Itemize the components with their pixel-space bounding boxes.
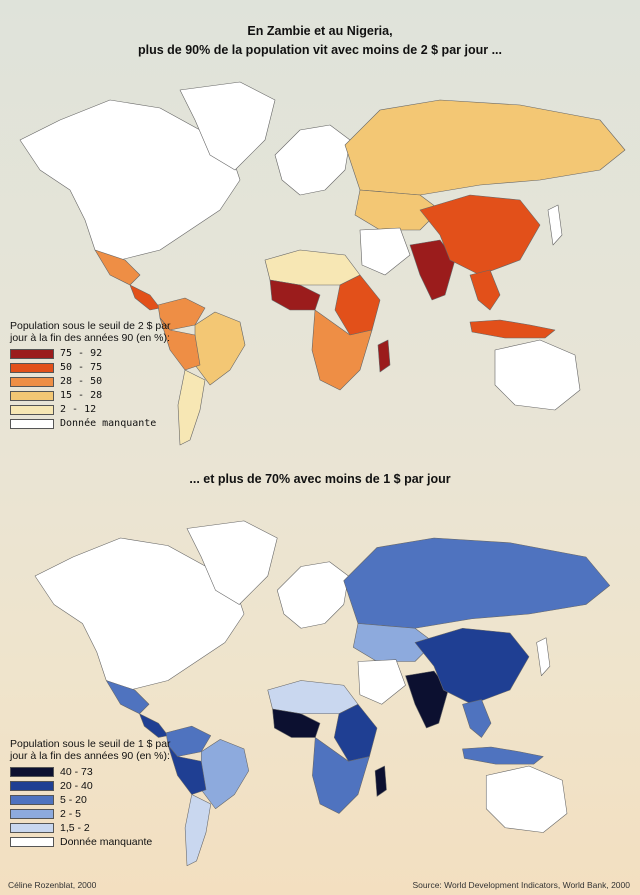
region-east-africa (334, 274, 381, 336)
bottom-legend-label-3: 5 - 20 (60, 794, 87, 806)
bottom-legend-swatch-5 (10, 823, 54, 833)
region-greenland (186, 520, 278, 605)
region-japan (536, 637, 551, 677)
region-brazil (194, 311, 246, 386)
region-australia (485, 765, 568, 833)
top-legend-swatch-5 (10, 405, 54, 415)
region-russia (344, 99, 626, 196)
bottom-legend-label-4: 2 - 5 (60, 808, 82, 820)
bottom-legend-swatch-1 (10, 767, 54, 777)
top-legend-label-4: 15 - 28 (60, 390, 103, 401)
top-legend: Population sous le seuil de 2 $ par jour… (10, 320, 175, 431)
top-legend-title: Population sous le seuil de 2 $ par jour… (10, 320, 171, 344)
top-legend-item-4: 15 - 28 (10, 389, 175, 403)
region-india (409, 239, 456, 301)
region-north-africa (264, 249, 361, 286)
region-indonesia (462, 746, 544, 765)
region-southern-cone (177, 369, 206, 446)
bottom-legend-title: Population sous le seuil de 1 $ par jour… (10, 738, 171, 762)
top-legend-label-5: 2 - 12 (60, 404, 97, 415)
top-legend-item-5: 2 - 12 (10, 403, 175, 417)
region-peru-bolivia (167, 744, 207, 795)
bottom-map-title: ... et plus de 70% avec moins de 1 $ par… (189, 472, 451, 486)
top-legend-swatch-2 (10, 363, 54, 373)
region-central-asia (354, 189, 441, 231)
bottom-legend-item-5: 1,5 - 2 (10, 821, 175, 835)
bottom-legend-label-2: 20 - 40 (60, 780, 93, 792)
region-middle-east (359, 227, 411, 276)
bottom-legend-item-3: 5 - 20 (10, 793, 175, 807)
bottom-legend-item-1: 40 - 73 (10, 765, 175, 779)
bottom-legend-swatch-2 (10, 781, 54, 791)
top-legend-item-3: 28 - 50 (10, 375, 175, 389)
bottom-legend-label-5: 1,5 - 2 (60, 822, 90, 834)
source-note: Source: World Development Indicators, Wo… (412, 880, 631, 890)
region-southern-africa (312, 737, 370, 814)
top-legend-label-3: 28 - 50 (60, 376, 103, 387)
region-india (405, 670, 449, 729)
region-brazil (200, 739, 250, 810)
top-legend-label-6: Donnée manquante (60, 418, 157, 429)
bottom-legend-item-6: Donnée manquante (10, 835, 175, 849)
top-legend-label-2: 50 - 75 (60, 362, 103, 373)
bottom-legend: Population sous le seuil de 1 $ par jour… (10, 738, 175, 849)
region-north-america (19, 99, 241, 261)
top-legend-item-1: 75 - 92 (10, 347, 175, 361)
bottom-legend-label-6: Donnée manquante (60, 836, 153, 848)
bottom-legend-swatch-3 (10, 795, 54, 805)
region-central-america (129, 284, 161, 311)
region-central-asia (352, 623, 435, 662)
top-title-line1: En Zambie et au Nigeria, (247, 24, 393, 38)
top-legend-item-2: 50 - 75 (10, 361, 175, 375)
region-central-america (139, 713, 169, 738)
region-mexico (105, 680, 150, 715)
region-greenland (179, 81, 276, 171)
region-peru-bolivia (159, 317, 201, 371)
region-china (419, 194, 541, 276)
region-europe (276, 561, 349, 629)
bottom-legend-item-4: 2 - 5 (10, 807, 175, 821)
region-southern-africa (311, 309, 373, 391)
author-credit: Céline Rozenblat, 2000 (8, 880, 97, 890)
region-madagascar (377, 339, 391, 373)
top-legend-swatch-3 (10, 377, 54, 387)
region-china (414, 627, 530, 705)
bottom-legend-label-1: 40 - 73 (60, 766, 93, 778)
top-title-line2: plus de 90% de la population vit avec mo… (138, 43, 502, 57)
region-north-africa (267, 680, 359, 715)
region-russia (343, 537, 611, 629)
top-legend-label-1: 75 - 92 (60, 348, 103, 359)
bottom-legend-swatch-6 (10, 837, 54, 847)
region-mexico (94, 249, 141, 286)
region-middle-east (357, 659, 406, 705)
top-world-map (19, 81, 626, 446)
top-legend-swatch-6 (10, 419, 54, 429)
region-southeast-asia (469, 269, 501, 311)
bottom-legend-swatch-4 (10, 809, 54, 819)
bottom-legend-item-2: 20 - 40 (10, 779, 175, 793)
region-southeast-asia (462, 699, 492, 738)
bottom-world-map (34, 520, 611, 867)
top-legend-swatch-4 (10, 391, 54, 401)
top-legend-swatch-1 (10, 349, 54, 359)
region-east-africa (333, 703, 378, 762)
region-australia (494, 339, 581, 411)
region-southern-cone (184, 794, 212, 867)
region-europe (274, 124, 351, 196)
top-legend-item-6: Donnée manquante (10, 417, 175, 431)
region-japan (547, 204, 563, 246)
region-indonesia (469, 319, 556, 339)
region-north-america (34, 537, 245, 691)
top-map-title: En Zambie et au Nigeria, plus de 90% de … (0, 22, 640, 60)
region-madagascar (374, 765, 387, 797)
